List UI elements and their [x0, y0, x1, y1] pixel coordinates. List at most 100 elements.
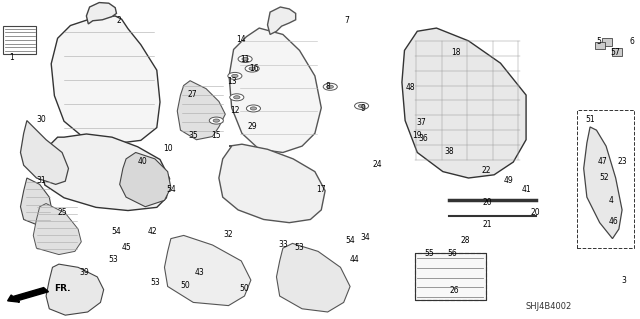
Circle shape: [230, 94, 244, 101]
Circle shape: [238, 56, 252, 63]
Text: 38: 38: [444, 147, 454, 156]
Bar: [415, 253, 486, 300]
Text: 4: 4: [609, 197, 614, 205]
Bar: [595, 42, 605, 49]
Bar: [415, 253, 486, 300]
Text: 45: 45: [121, 243, 131, 252]
Polygon shape: [276, 243, 350, 312]
Bar: [612, 48, 622, 56]
Bar: [602, 38, 612, 46]
Text: 31: 31: [36, 176, 47, 185]
Polygon shape: [402, 28, 526, 178]
Text: 39: 39: [79, 268, 90, 277]
Polygon shape: [219, 144, 325, 223]
Polygon shape: [177, 81, 225, 140]
Text: 36: 36: [419, 134, 429, 143]
Text: 23: 23: [617, 157, 627, 166]
Text: 20: 20: [483, 198, 493, 207]
Circle shape: [228, 72, 242, 79]
Text: 50: 50: [239, 284, 250, 293]
Polygon shape: [20, 178, 52, 226]
Text: FR.: FR.: [54, 284, 71, 293]
Text: 33: 33: [278, 240, 288, 249]
Text: 10: 10: [163, 144, 173, 153]
Text: 8: 8: [325, 82, 330, 91]
Text: 15: 15: [211, 131, 221, 140]
Text: 54: 54: [166, 185, 176, 194]
Circle shape: [250, 107, 257, 110]
Text: 13: 13: [227, 77, 237, 86]
Circle shape: [213, 119, 220, 122]
Circle shape: [245, 65, 259, 72]
Text: 43: 43: [195, 268, 205, 277]
Circle shape: [355, 102, 369, 109]
Text: 19: 19: [412, 131, 422, 140]
Polygon shape: [20, 121, 68, 184]
Text: 24: 24: [372, 160, 382, 169]
Text: 57: 57: [611, 48, 621, 57]
Circle shape: [327, 85, 333, 88]
Text: 28: 28: [461, 236, 470, 245]
Text: 54: 54: [345, 236, 355, 245]
Text: 46: 46: [609, 217, 619, 226]
Text: 54: 54: [111, 227, 122, 236]
Text: 22: 22: [482, 166, 491, 175]
Text: 49: 49: [504, 176, 514, 185]
Circle shape: [323, 83, 337, 90]
Polygon shape: [51, 16, 160, 144]
Text: 30: 30: [36, 115, 47, 124]
Circle shape: [232, 74, 238, 78]
Bar: [3, 26, 36, 54]
Circle shape: [246, 105, 260, 112]
Circle shape: [358, 104, 365, 108]
Text: 41: 41: [521, 185, 531, 194]
Text: SHJ4B4002: SHJ4B4002: [526, 302, 572, 311]
Circle shape: [249, 67, 255, 70]
Text: 6: 6: [630, 37, 635, 46]
Text: 1: 1: [9, 53, 14, 62]
Text: 51: 51: [585, 115, 595, 124]
Text: 29: 29: [248, 122, 258, 130]
Text: 53: 53: [294, 243, 305, 252]
Polygon shape: [46, 264, 104, 315]
Text: 48: 48: [406, 83, 416, 92]
Text: 53: 53: [150, 278, 160, 287]
Text: 2: 2: [116, 16, 121, 25]
FancyArrow shape: [8, 288, 49, 302]
Text: 44: 44: [349, 256, 360, 264]
Text: 35: 35: [188, 131, 198, 140]
Circle shape: [234, 96, 240, 99]
Text: 56: 56: [447, 249, 458, 258]
Text: 52: 52: [599, 173, 609, 182]
Polygon shape: [33, 204, 81, 255]
Text: 3: 3: [621, 276, 627, 285]
Text: 5: 5: [596, 37, 601, 46]
Text: 47: 47: [598, 157, 608, 166]
Text: 42: 42: [147, 227, 157, 236]
Text: 32: 32: [223, 230, 234, 239]
Text: 11: 11: [240, 55, 249, 63]
Polygon shape: [86, 3, 116, 24]
Text: 34: 34: [360, 233, 370, 242]
Polygon shape: [164, 235, 251, 306]
Text: 50: 50: [180, 281, 191, 290]
Text: 27: 27: [187, 90, 197, 99]
Polygon shape: [229, 28, 321, 152]
Polygon shape: [42, 134, 170, 211]
Polygon shape: [584, 127, 622, 239]
Text: 20: 20: [531, 208, 541, 217]
Text: 53: 53: [108, 256, 118, 264]
Text: 55: 55: [424, 249, 434, 258]
Text: 14: 14: [236, 35, 246, 44]
Text: 26: 26: [449, 286, 460, 295]
Text: 17: 17: [316, 185, 326, 194]
Text: 25: 25: [57, 208, 67, 217]
Text: 7: 7: [344, 16, 349, 25]
Text: 16: 16: [249, 64, 259, 73]
Text: 37: 37: [417, 118, 427, 127]
Bar: [577, 110, 634, 248]
Polygon shape: [268, 7, 296, 34]
Circle shape: [242, 57, 248, 61]
Text: 12: 12: [230, 106, 239, 115]
Text: 21: 21: [483, 220, 492, 229]
